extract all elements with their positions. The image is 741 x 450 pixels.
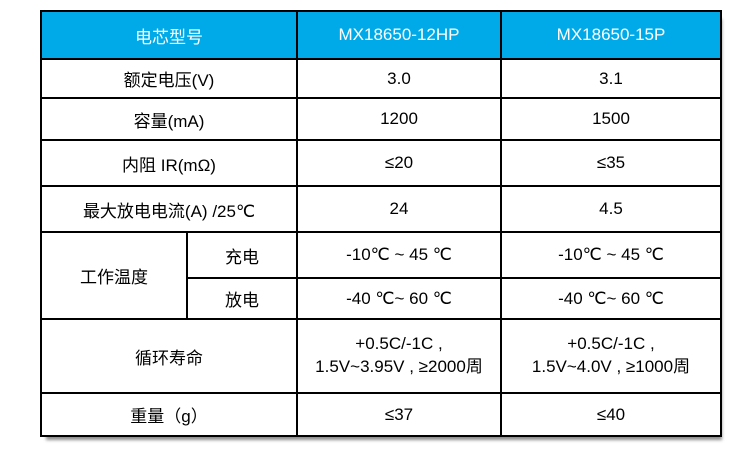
internal-resistance-value-12hp: ≤20 bbox=[296, 139, 502, 187]
working-temperature-group-label: 工作温度 bbox=[40, 231, 188, 320]
table-row-internal-resistance: 内阻 IR(mΩ) ≤20 ≤35 bbox=[40, 139, 722, 187]
table-row-temp-charge: 工作温度 充电 -10℃ ~ 45 ℃ -10℃ ~ 45 ℃ bbox=[40, 231, 722, 320]
table-row-capacity: 容量(mA) 1200 1500 bbox=[40, 97, 722, 141]
temp-charge-value-15p: -10℃ ~ 45 ℃ bbox=[500, 231, 722, 279]
internal-resistance-label: 内阻 IR(mΩ) bbox=[40, 139, 298, 187]
capacity-value-12hp: 1200 bbox=[296, 97, 502, 141]
weight-value-15p: ≤40 bbox=[500, 392, 722, 437]
temp-discharge-label: 放电 bbox=[186, 277, 298, 320]
table-row-voltage: 额定电压(V) 3.0 3.1 bbox=[40, 58, 722, 99]
table-header-row: 电芯型号 MX18650-12HP MX18650-15P bbox=[40, 10, 722, 60]
header-cell-model-15p: MX18650-15P bbox=[500, 10, 722, 60]
capacity-label: 容量(mA) bbox=[40, 97, 298, 141]
max-discharge-label: 最大放电电流(A) /25℃ bbox=[40, 185, 298, 233]
battery-spec-table: 电芯型号 MX18650-12HP MX18650-15P 额定电压(V) 3.… bbox=[40, 10, 722, 437]
temp-discharge-value-15p: -40 ℃~ 60 ℃ bbox=[500, 277, 722, 320]
cycle-life-value-12hp: +0.5C/-1C , 1.5V~3.95V , ≥2000周 bbox=[296, 318, 502, 394]
table-row-temp-discharge: 放电 -40 ℃~ 60 ℃ -40 ℃~ 60 ℃ bbox=[41, 277, 722, 320]
table-row-weight: 重量（g） ≤37 ≤40 bbox=[40, 392, 722, 437]
cycle-life-label: 循环寿命 bbox=[40, 318, 298, 394]
table-row-max-discharge-current: 最大放电电流(A) /25℃ 24 4.5 bbox=[40, 185, 722, 233]
temp-charge-label: 充电 bbox=[186, 231, 298, 279]
max-discharge-value-15p: 4.5 bbox=[500, 185, 722, 233]
header-cell-model-12hp: MX18650-12HP bbox=[296, 10, 502, 60]
voltage-value-15p: 3.1 bbox=[500, 58, 722, 99]
internal-resistance-value-15p: ≤35 bbox=[500, 139, 722, 187]
temp-charge-value-12hp: -10℃ ~ 45 ℃ bbox=[296, 231, 502, 279]
table-row-cycle-life: 循环寿命 +0.5C/-1C , 1.5V~3.95V , ≥2000周 +0.… bbox=[40, 318, 722, 394]
max-discharge-value-12hp: 24 bbox=[296, 185, 502, 233]
weight-label: 重量（g） bbox=[40, 392, 298, 437]
weight-value-12hp: ≤37 bbox=[296, 392, 502, 437]
capacity-value-15p: 1500 bbox=[500, 97, 722, 141]
voltage-value-12hp: 3.0 bbox=[296, 58, 502, 99]
header-cell-model-label: 电芯型号 bbox=[40, 10, 298, 60]
voltage-label: 额定电压(V) bbox=[40, 58, 298, 99]
cycle-life-value-15p: +0.5C/-1C , 1.5V~4.0V , ≥1000周 bbox=[500, 318, 722, 394]
temp-discharge-value-12hp: -40 ℃~ 60 ℃ bbox=[296, 277, 502, 320]
